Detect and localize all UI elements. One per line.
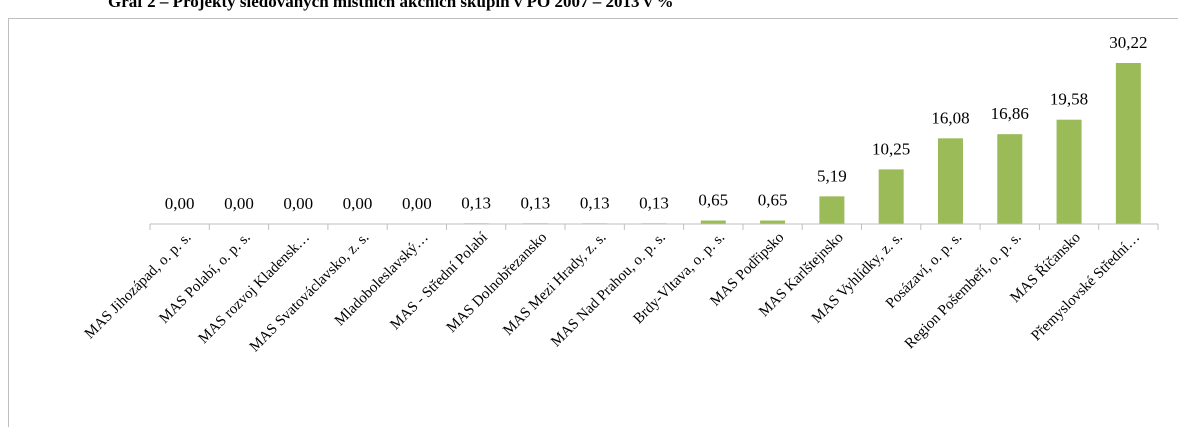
x-tick-label: MAS Jihozápad, o. p. s. — [82, 230, 195, 343]
data-label: 0,13 — [521, 193, 551, 212]
x-tick-label: MAS Svatováclavsko, z. s. — [247, 230, 373, 356]
x-tick-label: MAS Mezi Hrady, z. s. — [500, 230, 609, 339]
x-tick-label: MAS Dolnobřezansko — [444, 230, 550, 336]
data-label: 0,13 — [639, 193, 669, 212]
bar — [819, 196, 845, 224]
bar — [997, 134, 1023, 224]
x-tick-label: Přemyslovské Střední… — [1028, 230, 1143, 345]
chart-title: Graf 2 – Projekty sledovaných místních a… — [108, 0, 674, 11]
data-label: 0,65 — [698, 191, 728, 210]
data-label: 0,00 — [343, 194, 373, 213]
bar — [878, 169, 904, 224]
x-tick-label: Region Pošembeří, o. p. s. — [902, 230, 1025, 353]
data-label: 0,00 — [402, 194, 432, 213]
x-tick-label: MAS rozvoj Kladensk… — [196, 230, 313, 347]
data-label: 0,13 — [461, 193, 491, 212]
bar — [937, 138, 963, 224]
data-label: 16,86 — [991, 104, 1029, 123]
x-tick-label: MAS - Střední Polabí — [387, 230, 491, 334]
bar — [1115, 63, 1141, 224]
chart-frame — [8, 18, 1178, 427]
data-label: 19,58 — [1050, 90, 1088, 109]
data-label: 5,19 — [817, 166, 847, 185]
data-label: 10,25 — [872, 139, 910, 158]
data-label: 16,08 — [931, 108, 969, 127]
data-label: 0,00 — [224, 194, 254, 213]
bar — [1056, 119, 1082, 224]
data-label: 0,65 — [758, 191, 788, 210]
data-label: 0,00 — [165, 194, 195, 213]
data-label: 30,22 — [1109, 33, 1147, 52]
bar — [700, 220, 726, 224]
data-label: 0,00 — [283, 194, 313, 213]
bar — [760, 220, 786, 224]
data-label: 0,13 — [580, 193, 610, 212]
x-tick-label: MAS Nad Prahou, o. p. s. — [548, 230, 669, 351]
